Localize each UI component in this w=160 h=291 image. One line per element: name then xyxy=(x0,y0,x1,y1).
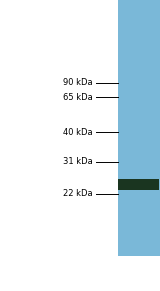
Text: 22 kDa: 22 kDa xyxy=(63,189,93,198)
Text: 31 kDa: 31 kDa xyxy=(63,157,93,166)
Bar xyxy=(118,0,160,256)
Text: 90 kDa: 90 kDa xyxy=(63,79,93,87)
Text: 65 kDa: 65 kDa xyxy=(63,93,93,102)
Text: 40 kDa: 40 kDa xyxy=(63,128,93,137)
Bar xyxy=(118,179,159,190)
